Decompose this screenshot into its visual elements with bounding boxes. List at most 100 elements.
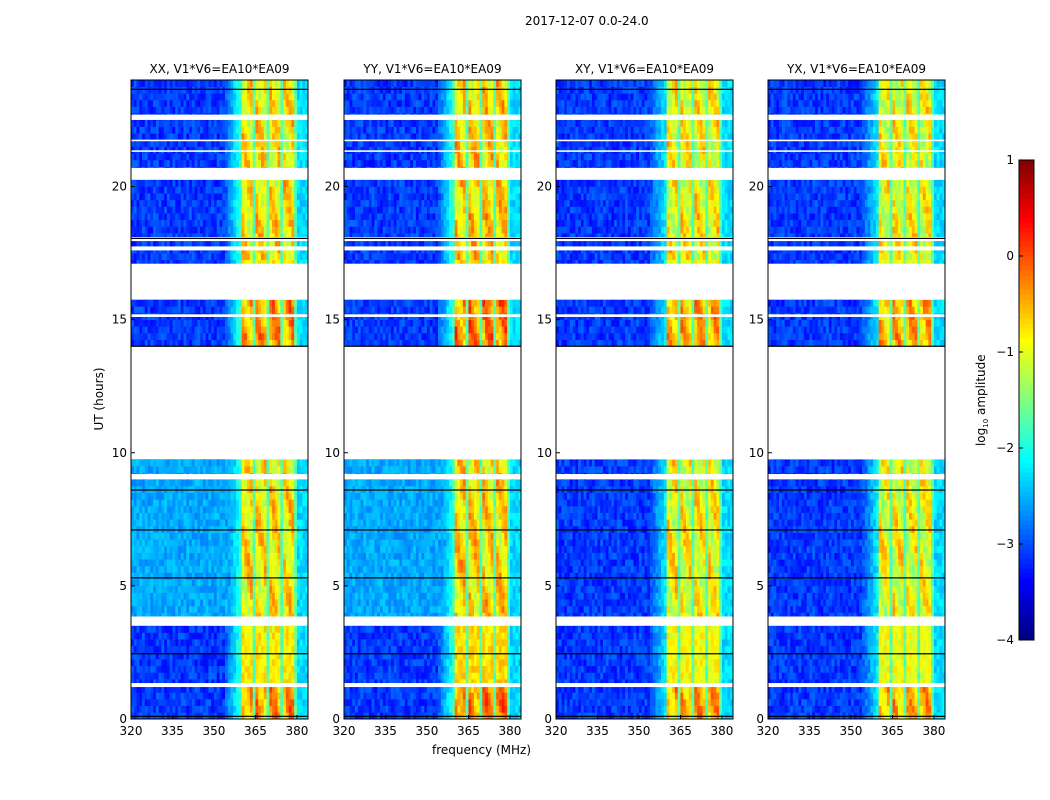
heatmap-cell [289, 672, 292, 679]
heatmap-cell [222, 253, 225, 260]
heatmap-cell [150, 466, 153, 473]
heatmap-cell [142, 519, 145, 526]
heatmap-cell [192, 466, 195, 473]
heatmap-cell [272, 200, 275, 207]
heatmap-cell [253, 593, 256, 600]
heatmap-cell [167, 659, 170, 666]
heatmap-cell [195, 646, 198, 653]
heatmap-cell [300, 692, 303, 699]
heatmap-cell [142, 639, 145, 646]
heatmap-cell [253, 599, 256, 606]
heatmap-cell [153, 533, 156, 540]
heatmap-cell [269, 213, 272, 220]
heatmap-cell [239, 300, 242, 307]
heatmap-cell [161, 559, 164, 566]
heatmap-cell [145, 553, 148, 560]
heatmap-cell [164, 553, 167, 560]
heatmap-cell [156, 200, 159, 207]
heatmap-cell [181, 200, 184, 207]
heatmap-cell [228, 699, 231, 706]
heatmap-cell [200, 539, 203, 546]
heatmap-cell [206, 632, 209, 639]
heatmap-cell [208, 506, 211, 513]
heatmap-cell [170, 659, 173, 666]
heatmap-cell [255, 466, 258, 473]
heatmap-cell [283, 326, 286, 333]
heatmap-cell [214, 340, 217, 347]
heatmap-cell [137, 213, 140, 220]
heatmap-cell [275, 659, 278, 666]
heatmap-cell [217, 626, 220, 633]
heatmap-cell [302, 459, 305, 466]
heatmap-cell [228, 479, 231, 486]
heatmap-cell [275, 533, 278, 540]
heatmap-cell [239, 519, 242, 526]
heatmap-cell [225, 459, 228, 466]
heatmap-cell [134, 593, 137, 600]
heatmap-cell [294, 320, 297, 327]
heatmap-cell [137, 566, 140, 573]
heatmap-cell [184, 466, 187, 473]
heatmap-cell [239, 646, 242, 653]
heatmap-cell [267, 253, 270, 260]
heatmap-cell [148, 692, 151, 699]
heatmap-cell [242, 566, 245, 573]
heatmap-cell [253, 632, 256, 639]
heatmap-cell [186, 320, 189, 327]
heatmap-cell [231, 213, 234, 220]
heatmap-cell [236, 479, 239, 486]
heatmap-cell [239, 593, 242, 600]
heatmap-cell [170, 340, 173, 347]
heatmap-cell [280, 493, 283, 500]
heatmap-cell [192, 559, 195, 566]
heatmap-cell [145, 659, 148, 666]
heatmap-cell [255, 579, 258, 586]
heatmap-cell [192, 300, 195, 307]
heatmap-cell [220, 220, 223, 227]
heatmap-cell [195, 253, 198, 260]
heatmap-cell [302, 706, 305, 713]
heatmap-cell [275, 206, 278, 213]
heatmap-cell [175, 699, 178, 706]
heatmap-cell [272, 706, 275, 713]
heatmap-cell [137, 692, 140, 699]
heatmap-cell [172, 666, 175, 673]
heatmap-cell [142, 320, 145, 327]
heatmap-cell [231, 226, 234, 233]
heatmap-cell [275, 519, 278, 526]
heatmap-cell [170, 606, 173, 613]
heatmap-cell [250, 333, 253, 340]
heatmap-cell [192, 206, 195, 213]
heatmap-cell [137, 646, 140, 653]
heatmap-cell [228, 553, 231, 560]
heatmap-cell [161, 533, 164, 540]
heatmap-cell [172, 559, 175, 566]
heatmap-cell [247, 519, 250, 526]
heatmap-cell [283, 340, 286, 347]
heatmap-cell [142, 692, 145, 699]
heatmap-cell [244, 533, 247, 540]
heatmap-cell [161, 220, 164, 227]
heatmap-cell [211, 493, 214, 500]
heatmap-cell [225, 593, 228, 600]
heatmap-cell [195, 539, 198, 546]
heatmap-cell [242, 639, 245, 646]
heatmap-cell [289, 340, 292, 347]
heatmap-cell [197, 499, 200, 506]
heatmap-cell [253, 533, 256, 540]
heatmap-cell [186, 599, 189, 606]
heatmap-cell [289, 213, 292, 220]
heatmap-cell [220, 506, 223, 513]
heatmap-cell [156, 300, 159, 307]
heatmap-cell [300, 553, 303, 560]
heatmap-cell [253, 326, 256, 333]
heatmap-cell [222, 553, 225, 560]
heatmap-cell [280, 253, 283, 260]
heatmap-cell [181, 206, 184, 213]
heatmap-cell [275, 333, 278, 340]
heatmap-cell [145, 546, 148, 553]
heatmap-cell [291, 253, 294, 260]
heatmap-cell [134, 706, 137, 713]
heatmap-cell [208, 606, 211, 613]
heatmap-cell [294, 306, 297, 313]
